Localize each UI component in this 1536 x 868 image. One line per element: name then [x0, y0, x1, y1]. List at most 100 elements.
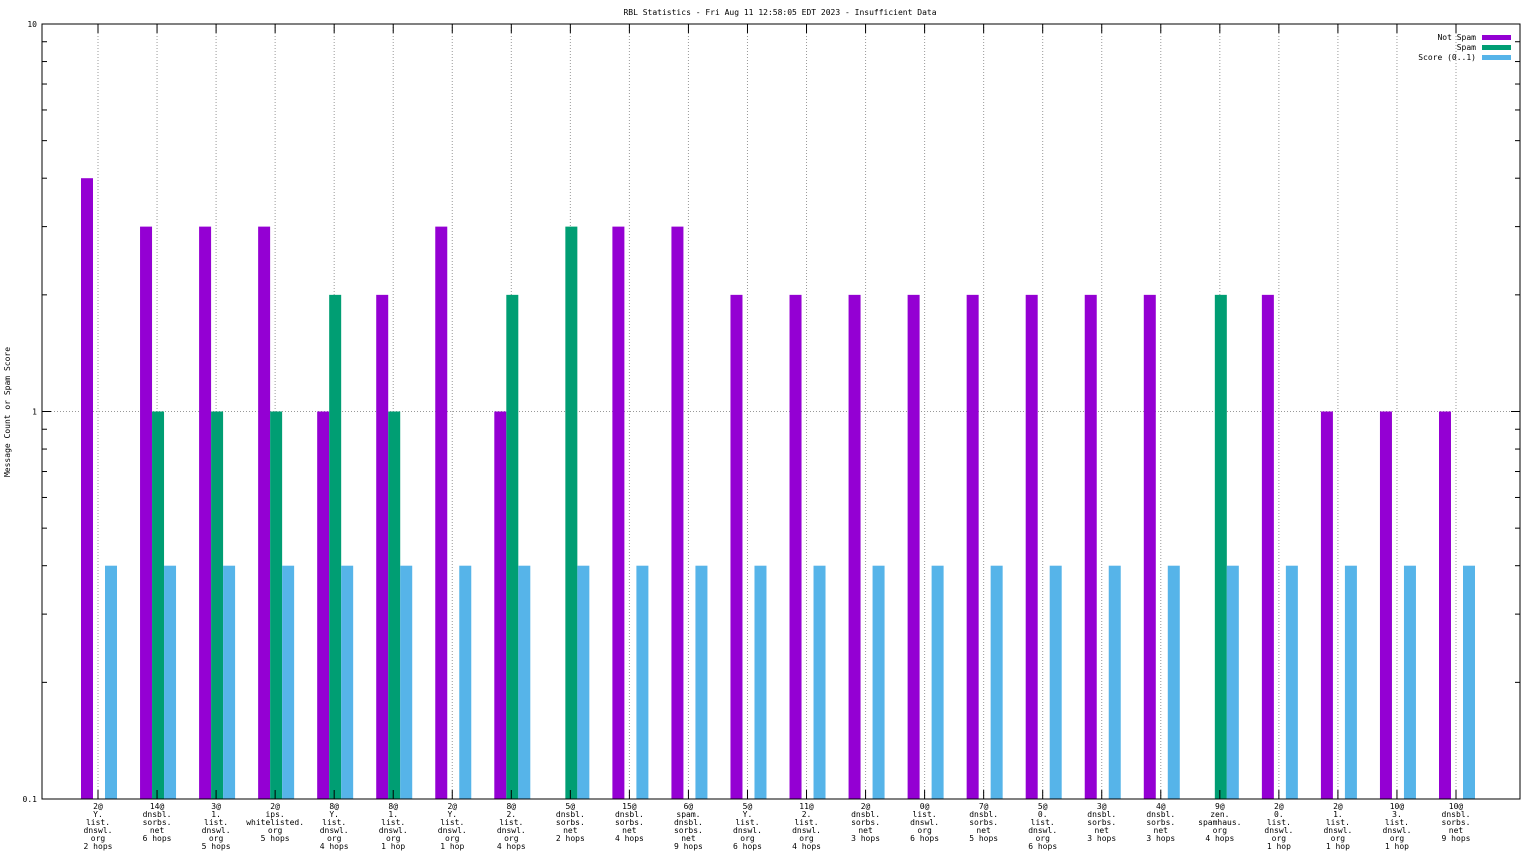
bar-score [400, 565, 413, 799]
legend-swatch [1482, 45, 1511, 50]
y-tick-label: 0.1 [23, 795, 38, 804]
x-tick-label-line: 3@ [1097, 802, 1107, 811]
x-tick-label-line: 5 hops [202, 842, 231, 851]
bar-score [872, 565, 885, 799]
x-tick-label-line: sorbs. [674, 826, 703, 835]
bar-spam [388, 411, 401, 799]
x-tick-label-line: org [1035, 834, 1050, 843]
y-tick-label: 10 [27, 20, 37, 29]
x-tick-label-line: 3 hops [1146, 834, 1175, 843]
x-tick-label-line: dnswl. [1264, 826, 1293, 835]
x-tick-label: 10@ dnsbl. sorbs. net 9 hops [1442, 802, 1471, 843]
x-tick-label-line: net [622, 826, 637, 835]
bar-score [105, 565, 117, 799]
bar-spam [329, 294, 342, 799]
x-tick-label-line: org [504, 834, 519, 843]
x-tick-label-line: Y. [447, 810, 457, 819]
bar-score [1344, 565, 1357, 799]
x-tick-label-line: org [799, 834, 814, 843]
x-tick-label-line: org [917, 826, 932, 835]
x-tick-label-line: 6 hops [733, 842, 762, 851]
bar-score [813, 565, 826, 799]
x-tick-label-line: Y. [743, 810, 753, 819]
x-tick-label-line: zen. [1210, 810, 1229, 819]
x-tick-label-line: 8@ [506, 802, 516, 811]
x-tick-label-line: 0. [1274, 810, 1284, 819]
x-tick-label-line: 1. [211, 810, 221, 819]
x-tick-label: 5@ 0. list. dnswl. org 6 hops [1028, 802, 1057, 851]
x-tick-label: 5@ Y. list. dnswl. org 6 hops [733, 802, 762, 851]
x-tick-label-line: org [1213, 826, 1228, 835]
x-tick-label-line: 0. [1038, 810, 1048, 819]
x-tick-label-line: dnswl. [792, 826, 821, 835]
x-tick-label-line: list. [1267, 818, 1291, 827]
bar-not-spam [258, 226, 271, 800]
x-tick-label-line: net [150, 826, 165, 835]
x-tick-label-line: net [976, 826, 991, 835]
bar-score [459, 565, 472, 799]
bar-score [636, 565, 649, 799]
bar-not-spam [1379, 411, 1392, 799]
x-tick-label-line: 8@ [388, 802, 398, 811]
bar-score [518, 565, 531, 799]
bar-not-spam [1143, 294, 1156, 799]
legend-label: Not Spam [1437, 33, 1476, 42]
x-tick-label: 11@ 2. list. dnswl. org 4 hops [792, 802, 821, 851]
bar-spam [211, 411, 224, 799]
x-tick-label-line: 2@ [861, 802, 871, 811]
bar-not-spam [671, 226, 684, 800]
x-tick-label-line: list. [1385, 818, 1409, 827]
x-tick-label-line: org [1272, 834, 1287, 843]
x-tick-label-line: 4 hops [1205, 834, 1234, 843]
bar-not-spam [730, 294, 743, 799]
x-tick-label-line: 2. [506, 810, 516, 819]
x-tick-label-line: sorbs. [615, 818, 644, 827]
x-tick-label-line: 1 hop [1267, 842, 1291, 851]
x-tick-label-line: 5@ [743, 802, 753, 811]
x-tick-label-line: 6 hops [143, 834, 172, 843]
x-tick-label-line: 2@ [1274, 802, 1284, 811]
bar-not-spam [199, 226, 212, 800]
x-tick-label-line: list. [86, 818, 110, 827]
bar-score [1226, 565, 1239, 799]
x-tick-label-line: sorbs. [143, 818, 172, 827]
x-tick-label-line: Y. [329, 810, 339, 819]
x-tick-label-line: dnswl. [1028, 826, 1057, 835]
x-tick-label-line: dnswl. [1323, 826, 1352, 835]
x-tick-label-line: 1 hop [440, 842, 464, 851]
x-tick-label: 0@ list. dnswl. org 6 hops [910, 802, 939, 843]
x-tick-label: 15@ dnsbl. sorbs. net 4 hops [615, 802, 644, 843]
bar-not-spam [789, 294, 802, 799]
x-tick-label-line: whitelisted. [246, 818, 304, 827]
x-tick-label-line: org [91, 834, 106, 843]
x-tick-label-line: 2 hops [556, 834, 585, 843]
x-tick-label: 9@ zen. spamhaus. org 4 hops [1198, 802, 1241, 843]
bar-not-spam [376, 294, 389, 799]
bar-not-spam [317, 411, 330, 799]
bar-score [1108, 565, 1121, 799]
x-tick-label: 2@ Y. list. dnswl. org 2 hops [84, 802, 113, 851]
x-tick-label-line: 2@ [270, 802, 280, 811]
x-tick-label-line: ips. [265, 810, 284, 819]
x-tick-label-line: sorbs. [851, 818, 880, 827]
x-tick-label-line: 8@ [329, 802, 339, 811]
x-tick-label-line: org [1390, 834, 1405, 843]
x-tick-label-line: 4 hops [615, 834, 644, 843]
x-tick-label-line: org [386, 834, 401, 843]
x-tick-label-line: 3 hops [851, 834, 880, 843]
x-tick-label-line: dnswl. [202, 826, 231, 835]
y-axis-label: Message Count or Spam Score [3, 347, 12, 477]
x-tick-label-line: 4@ [1156, 802, 1166, 811]
bar-not-spam [1084, 294, 1097, 799]
x-tick-label-line: 2 hops [84, 842, 113, 851]
x-tick-label-line: Y. [93, 810, 103, 819]
x-tick-label-line: list. [913, 810, 937, 819]
bar-not-spam [612, 226, 625, 800]
bar-spam [1214, 294, 1227, 799]
bar-not-spam [966, 294, 979, 799]
x-tick-label-line: org [209, 834, 224, 843]
x-tick-label-line: 10@ [1390, 802, 1405, 811]
bar-score [1049, 565, 1062, 799]
bar-score [577, 565, 590, 799]
